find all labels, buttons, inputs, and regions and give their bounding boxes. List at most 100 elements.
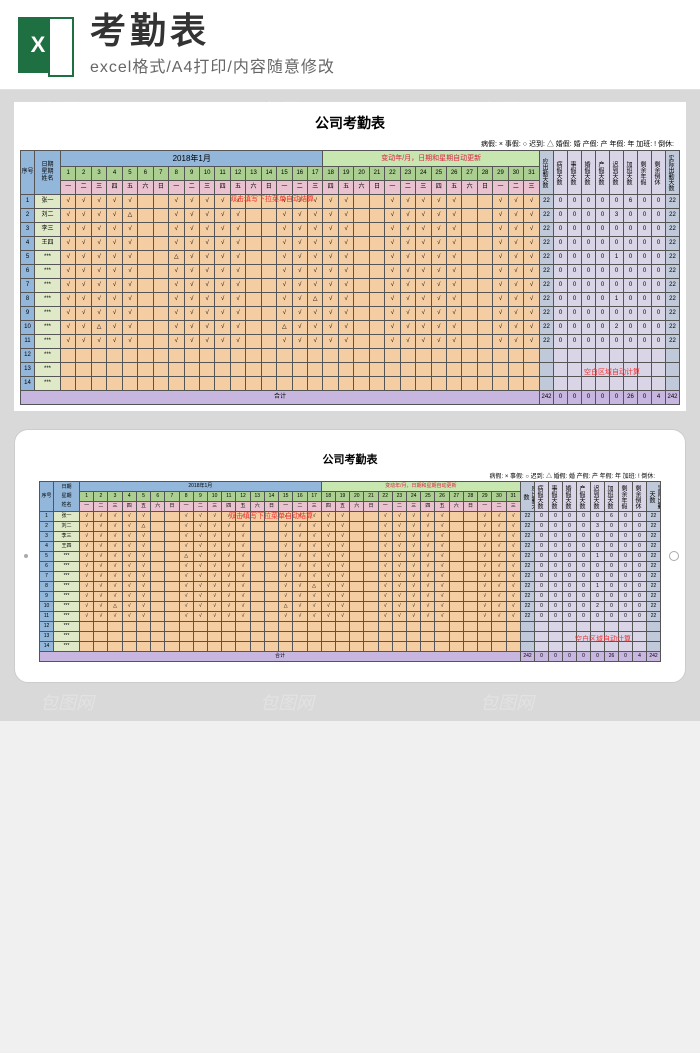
att-cell[interactable]: √ [76, 293, 91, 307]
att-cell[interactable] [230, 349, 245, 363]
att-cell[interactable]: √ [307, 522, 321, 532]
att-cell[interactable] [354, 265, 369, 279]
att-cell[interactable]: √ [236, 592, 250, 602]
att-cell[interactable] [236, 622, 250, 632]
att-cell[interactable]: √ [431, 209, 446, 223]
att-cell[interactable]: √ [279, 582, 293, 592]
att-cell[interactable]: √ [279, 522, 293, 532]
att-cell[interactable]: √ [308, 307, 323, 321]
att-cell[interactable]: √ [236, 512, 250, 522]
att-cell[interactable] [136, 642, 150, 652]
att-cell[interactable]: √ [236, 522, 250, 532]
att-cell[interactable] [431, 377, 446, 391]
att-cell[interactable] [246, 307, 261, 321]
att-cell[interactable] [246, 251, 261, 265]
att-cell[interactable]: √ [385, 223, 400, 237]
att-cell[interactable] [350, 532, 364, 542]
att-cell[interactable]: √ [307, 602, 321, 612]
att-cell[interactable]: √ [416, 335, 431, 349]
att-cell[interactable] [108, 632, 122, 642]
att-cell[interactable] [138, 349, 153, 363]
att-cell[interactable] [80, 642, 94, 652]
att-cell[interactable]: √ [94, 552, 108, 562]
att-cell[interactable]: √ [321, 582, 335, 592]
att-cell[interactable] [261, 349, 276, 363]
att-cell[interactable]: √ [215, 251, 230, 265]
att-cell[interactable]: √ [293, 562, 307, 572]
att-cell[interactable] [292, 363, 307, 377]
att-cell[interactable] [153, 349, 168, 363]
att-cell[interactable] [250, 552, 264, 562]
att-cell[interactable]: √ [122, 602, 136, 612]
att-cell[interactable] [94, 632, 108, 642]
att-cell[interactable]: √ [524, 307, 540, 321]
att-cell[interactable]: √ [61, 307, 76, 321]
att-cell[interactable]: √ [122, 612, 136, 622]
tablet-home-button[interactable] [669, 551, 679, 561]
att-cell[interactable] [350, 612, 364, 622]
att-cell[interactable] [364, 612, 378, 622]
att-cell[interactable]: √ [478, 552, 492, 562]
att-cell[interactable] [477, 195, 492, 209]
att-cell[interactable] [462, 349, 477, 363]
att-cell[interactable]: √ [416, 209, 431, 223]
att-cell[interactable] [463, 592, 477, 602]
att-cell[interactable]: √ [122, 512, 136, 522]
att-cell[interactable]: √ [431, 293, 446, 307]
att-cell[interactable] [350, 542, 364, 552]
att-cell[interactable] [307, 622, 321, 632]
att-cell[interactable]: √ [323, 293, 338, 307]
att-cell[interactable]: √ [446, 307, 461, 321]
att-cell[interactable]: √ [136, 552, 150, 562]
att-cell[interactable]: √ [385, 279, 400, 293]
att-cell[interactable] [493, 377, 508, 391]
att-cell[interactable] [151, 542, 165, 552]
att-cell[interactable]: △ [307, 582, 321, 592]
att-cell[interactable]: √ [236, 612, 250, 622]
att-cell[interactable]: √ [492, 552, 506, 562]
att-cell[interactable] [477, 307, 492, 321]
att-cell[interactable]: √ [338, 209, 353, 223]
att-cell[interactable] [261, 307, 276, 321]
att-cell[interactable]: √ [293, 512, 307, 522]
att-cell[interactable] [478, 642, 492, 652]
att-cell[interactable] [261, 279, 276, 293]
att-cell[interactable]: √ [207, 522, 221, 532]
att-cell[interactable]: √ [199, 307, 214, 321]
att-cell[interactable]: √ [107, 251, 122, 265]
att-cell[interactable]: √ [236, 572, 250, 582]
att-cell[interactable]: △ [308, 293, 323, 307]
att-cell[interactable] [91, 363, 106, 377]
att-cell[interactable] [179, 632, 193, 642]
att-cell[interactable]: √ [91, 293, 106, 307]
att-cell[interactable] [261, 251, 276, 265]
att-cell[interactable] [250, 532, 264, 542]
att-cell[interactable] [138, 251, 153, 265]
att-cell[interactable] [369, 209, 384, 223]
att-cell[interactable]: √ [108, 552, 122, 562]
att-cell[interactable]: √ [193, 562, 207, 572]
att-cell[interactable]: √ [508, 195, 523, 209]
att-cell[interactable] [462, 307, 477, 321]
att-cell[interactable] [169, 363, 184, 377]
att-cell[interactable] [261, 335, 276, 349]
att-cell[interactable]: √ [122, 542, 136, 552]
att-cell[interactable] [524, 377, 540, 391]
att-cell[interactable] [364, 532, 378, 542]
att-cell[interactable]: √ [478, 542, 492, 552]
att-cell[interactable]: √ [378, 602, 392, 612]
att-cell[interactable] [261, 321, 276, 335]
att-cell[interactable]: √ [207, 552, 221, 562]
att-cell[interactable] [478, 632, 492, 642]
att-cell[interactable]: √ [378, 542, 392, 552]
att-cell[interactable] [264, 622, 278, 632]
att-cell[interactable]: √ [207, 562, 221, 572]
att-cell[interactable] [378, 642, 392, 652]
att-cell[interactable] [421, 632, 435, 642]
att-cell[interactable] [293, 632, 307, 642]
att-cell[interactable] [250, 612, 264, 622]
att-cell[interactable]: √ [323, 279, 338, 293]
att-cell[interactable]: √ [107, 223, 122, 237]
att-cell[interactable] [492, 632, 506, 642]
att-cell[interactable] [222, 622, 236, 632]
